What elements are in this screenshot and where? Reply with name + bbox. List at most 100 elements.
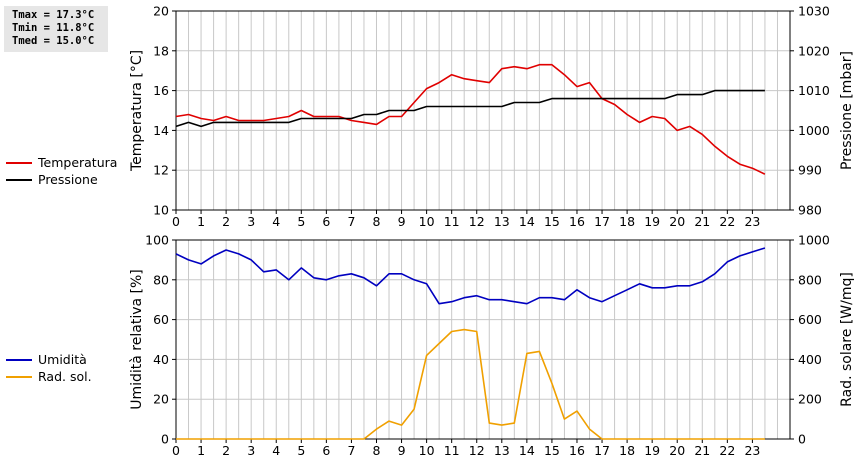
x-tick-label: 8 <box>373 443 381 458</box>
series-line-rad-sol <box>176 328 765 440</box>
y2-tick-label: 980 <box>798 203 822 218</box>
x-tick-label: 17 <box>594 214 610 229</box>
y-tick-label: 10 <box>153 203 169 218</box>
x-tick-label: 12 <box>469 214 485 229</box>
legend-swatch-pressione <box>6 178 32 181</box>
y-tick-label: 16 <box>153 83 169 98</box>
x-tick-label: 23 <box>744 443 760 458</box>
y2-tick-label: 0 <box>798 432 806 447</box>
y-tick-label: 20 <box>153 392 169 407</box>
y2-tick-label: 1000 <box>798 123 830 138</box>
legend-swatch-radsol <box>6 375 32 378</box>
y-tick-label: 18 <box>153 43 169 58</box>
y2-tick-label: 1000 <box>798 233 830 248</box>
x-tick-label: 11 <box>444 443 460 458</box>
x-tick-label: 15 <box>544 214 560 229</box>
legend-top: Temperatura Pressione <box>6 154 117 188</box>
legend-item-temperatura: Temperatura <box>6 154 117 171</box>
legend-label-umidita: Umidità <box>38 352 87 367</box>
x-tick-label: 20 <box>669 214 685 229</box>
stats-box: Tmax = 17.3°C Tmin = 11.8°C Tmed = 15.0°… <box>4 6 108 52</box>
y-tick-label: 80 <box>153 272 169 287</box>
x-tick-label: 16 <box>569 443 585 458</box>
y2-axis-title: Rad. solare [W/mq] <box>839 272 855 407</box>
y-axis-title: Umidità relativa [%] <box>129 269 145 410</box>
x-tick-label: 7 <box>347 214 355 229</box>
legend-swatch-umidita <box>6 358 32 361</box>
x-tick-label: 3 <box>247 443 255 458</box>
series-line-pressione <box>175 89 765 128</box>
y2-tick-label: 1020 <box>798 43 830 58</box>
x-tick-label: 4 <box>272 443 280 458</box>
x-tick-label: 21 <box>694 214 710 229</box>
x-tick-label: 2 <box>222 214 230 229</box>
y2-tick-label: 1030 <box>798 4 830 19</box>
tmax-text: Tmax = 17.3°C <box>12 9 95 21</box>
x-tick-label: 9 <box>398 443 406 458</box>
x-tick-label: 0 <box>172 443 180 458</box>
y2-tick-label: 990 <box>798 163 822 178</box>
plot-frame-2 <box>175 239 791 440</box>
legend-label-radsol: Rad. sol. <box>38 369 92 384</box>
x-tick-label: 2 <box>222 443 230 458</box>
x-tick-label: 3 <box>247 214 255 229</box>
y2-tick-label: 800 <box>798 272 822 287</box>
x-tick-label: 6 <box>322 214 330 229</box>
x-tick-label: 0 <box>172 214 180 229</box>
y2-axis-title: Pressione [mbar] <box>839 51 855 170</box>
y-tick-label: 14 <box>153 123 169 138</box>
y-tick-label: 60 <box>153 312 169 327</box>
legend-item-radsol: Rad. sol. <box>6 368 92 385</box>
x-tick-label: 5 <box>297 214 305 229</box>
x-tick-label: 14 <box>519 214 535 229</box>
x-tick-label: 13 <box>494 443 510 458</box>
y-tick-label: 100 <box>145 233 169 248</box>
x-tick-label: 11 <box>444 214 460 229</box>
tmin-text: Tmin = 11.8°C <box>12 22 95 34</box>
x-tick-label: 20 <box>669 443 685 458</box>
x-tick-label: 19 <box>644 443 660 458</box>
x-tick-label: 14 <box>519 443 535 458</box>
x-tick-label: 18 <box>619 443 635 458</box>
x-tick-label: 1 <box>197 443 205 458</box>
legend-swatch-temperatura <box>6 161 32 164</box>
x-tick-label: 5 <box>297 443 305 458</box>
x-tick-label: 7 <box>347 443 355 458</box>
x-tick-label: 18 <box>619 214 635 229</box>
x-tick-label: 19 <box>644 214 660 229</box>
x-tick-label: 15 <box>544 443 560 458</box>
plot-frame-1 <box>175 10 791 211</box>
x-tick-label: 4 <box>272 214 280 229</box>
x-tick-label: 23 <box>744 214 760 229</box>
y-tick-label: 0 <box>161 432 169 447</box>
x-tick-label: 6 <box>322 443 330 458</box>
legend-item-pressione: Pressione <box>6 171 117 188</box>
y2-tick-label: 200 <box>798 392 822 407</box>
x-tick-label: 10 <box>419 214 435 229</box>
series-line-umidit <box>175 247 766 305</box>
legend-bottom: Umidità Rad. sol. <box>6 351 92 385</box>
tmed-text: Tmed = 15.0°C <box>12 35 95 47</box>
x-tick-label: 13 <box>494 214 510 229</box>
y-axis-title: Temperatura [°C] <box>129 50 145 172</box>
x-tick-label: 10 <box>419 443 435 458</box>
x-tick-label: 17 <box>594 443 610 458</box>
y2-tick-label: 1010 <box>798 83 830 98</box>
y2-tick-label: 400 <box>798 352 822 367</box>
legend-label-temperatura: Temperatura <box>38 155 118 170</box>
x-tick-label: 9 <box>398 214 406 229</box>
y2-tick-label: 600 <box>798 312 822 327</box>
x-tick-label: 21 <box>694 443 710 458</box>
x-tick-label: 12 <box>469 443 485 458</box>
legend-item-umidita: Umidità <box>6 351 92 368</box>
x-tick-label: 22 <box>719 214 735 229</box>
x-tick-label: 8 <box>373 214 381 229</box>
series-line-temperatura <box>175 63 766 175</box>
legend-label-pressione: Pressione <box>38 172 98 187</box>
y-tick-label: 12 <box>153 163 169 178</box>
x-tick-label: 1 <box>197 214 205 229</box>
x-tick-label: 16 <box>569 214 585 229</box>
y-tick-label: 40 <box>153 352 169 367</box>
y-tick-label: 20 <box>153 4 169 19</box>
